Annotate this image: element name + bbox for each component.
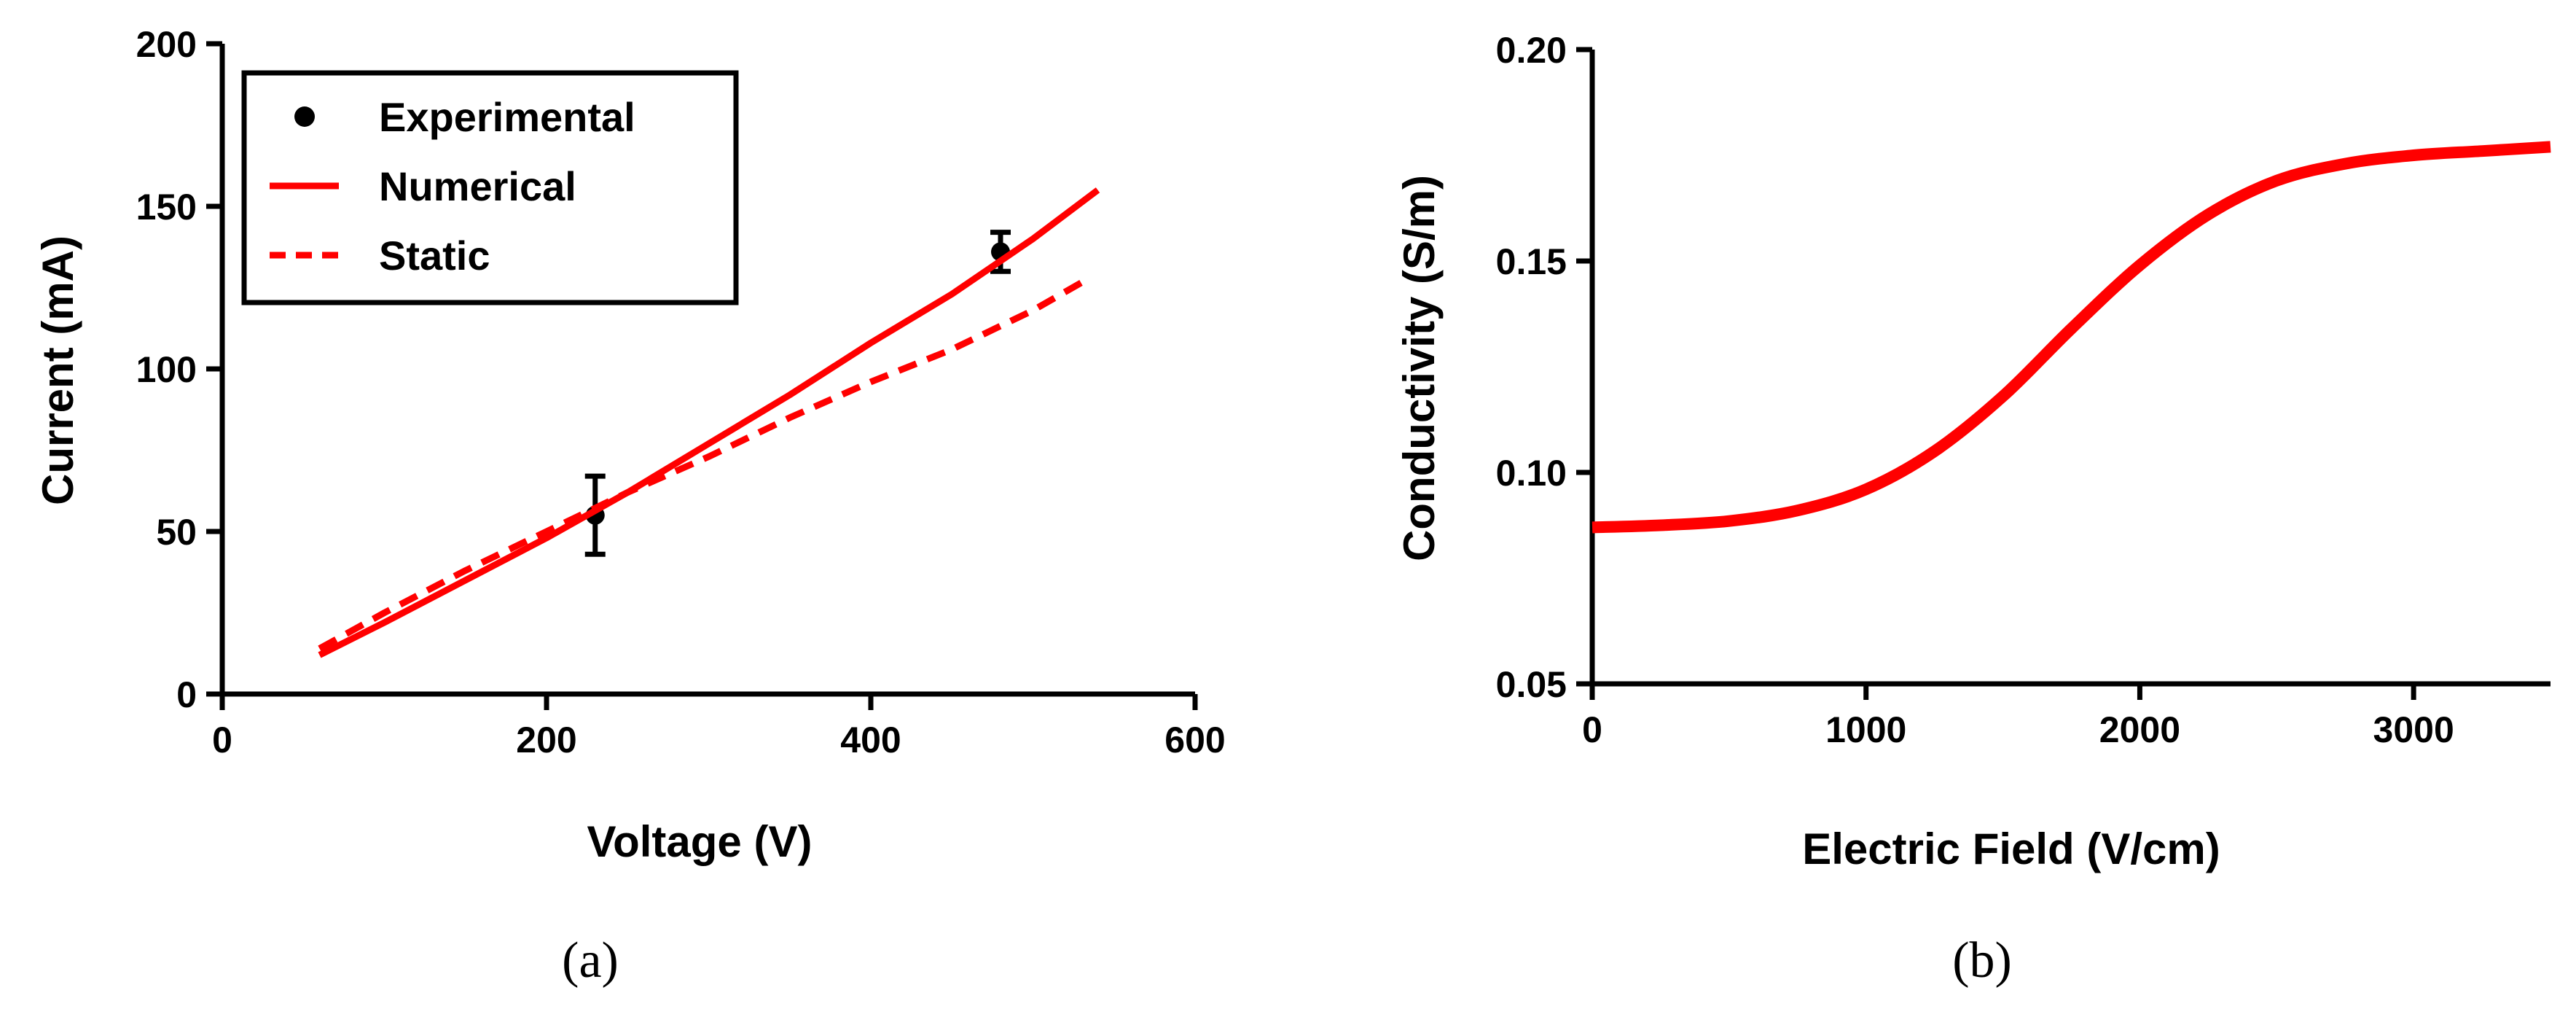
series-line-static	[318, 275, 1092, 652]
x-tick-label: 1000	[1825, 709, 1906, 750]
y-tick-label: 0.05	[1496, 664, 1567, 705]
legend-label-numerical: Numerical	[379, 163, 576, 209]
chart-a-ticks: 0 200 400 600 0 50 100 150 200	[136, 24, 1226, 760]
x-tick-label: 400	[840, 720, 901, 760]
y-tick-label: 150	[136, 187, 197, 227]
chart-b-axes	[1589, 50, 2550, 687]
chart-a: 0 200 400 600 0 50 100 150 200 Experimental Nume…	[34, 24, 1226, 989]
chart-a-panel-label: (a)	[562, 932, 619, 989]
x-tick-label: 3000	[2373, 709, 2454, 750]
x-tick-label: 0	[1582, 709, 1602, 750]
chart-b-series	[1592, 141, 2551, 534]
y-tick-label: 0.15	[1496, 241, 1567, 282]
chart-a-ylabel: Current (mA)	[34, 235, 82, 505]
y-tick-label: 0.10	[1496, 453, 1567, 494]
chart-a-xlabel: Voltage (V)	[587, 817, 813, 866]
chart-b-ylabel: Conductivity (S/m)	[1395, 175, 1444, 561]
chart-b: 0 1000 2000 3000 0.05 0.10 0.15 0.20 Electric F…	[1395, 30, 2551, 989]
legend-label-experimental: Experimental	[379, 94, 635, 140]
chart-b-ticks: 0 1000 2000 3000 0.05 0.10 0.15 0.20	[1496, 30, 2454, 750]
legend-marker-experimental	[294, 106, 315, 127]
legend-label-static: Static	[379, 233, 490, 278]
chart-a-legend: Experimental Numerical Static	[241, 70, 739, 305]
series-line-numerical	[318, 187, 1100, 658]
y-tick-label: 0	[176, 674, 197, 715]
x-tick-label: 0	[212, 720, 232, 760]
y-tick-label: 0.20	[1496, 30, 1567, 71]
y-tick-label: 50	[156, 512, 197, 553]
y-tick-label: 100	[136, 349, 197, 390]
chart-a-series	[318, 187, 1100, 658]
chart-a-axes	[219, 44, 1195, 697]
x-tick-label: 600	[1164, 720, 1225, 760]
x-tick-label: 200	[516, 720, 576, 760]
series-line-conductivity	[1592, 141, 2551, 534]
chart-b-panel-label: (b)	[1952, 932, 2012, 989]
y-tick-label: 200	[136, 24, 197, 65]
x-tick-label: 2000	[2099, 709, 2180, 750]
chart-b-xlabel: Electric Field (V/cm)	[1802, 825, 2220, 873]
